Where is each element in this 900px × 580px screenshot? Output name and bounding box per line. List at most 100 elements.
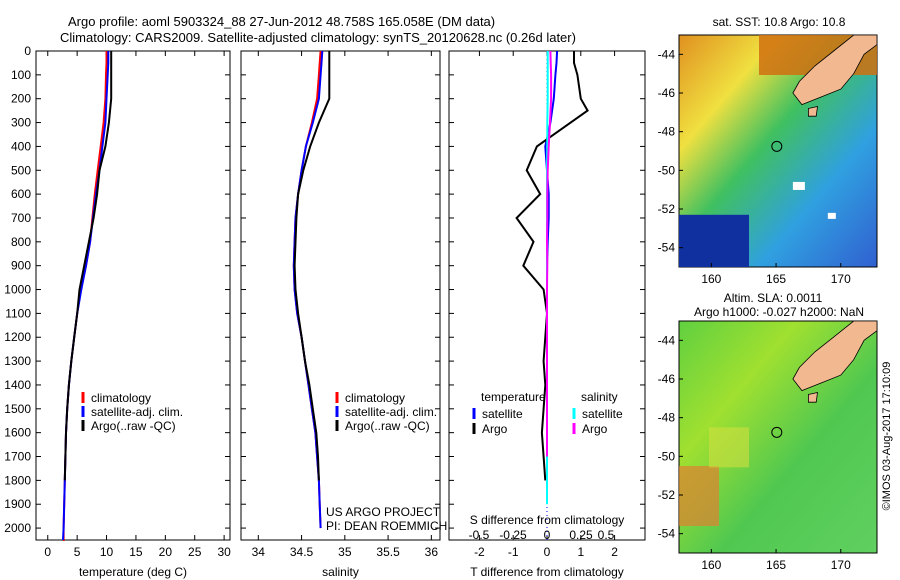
y-tick-label: 200 — [11, 92, 31, 106]
diff-axis-labels: S difference from climatology-0.5 -0.25 0 0… — [469, 513, 625, 559]
x-tick-label: 15 — [129, 545, 143, 559]
map-sst-title: sat. SST: 10.8 Argo: 10.8 — [713, 15, 846, 29]
y-tick-label: -54 — [658, 241, 676, 255]
legend-label: climatology — [345, 391, 405, 405]
x-tick-label: 170 — [831, 272, 851, 286]
legend-label: satellite — [582, 407, 623, 421]
legend-label: climatology — [91, 391, 151, 405]
series-line-3 — [293, 51, 331, 481]
argo-position-marker — [771, 140, 783, 152]
x-tick-label: 35.5 — [376, 545, 400, 559]
x-tick-label: 25 — [188, 545, 202, 559]
y-tick-label: -54 — [658, 527, 676, 541]
y-tick-label: 1300 — [4, 354, 31, 368]
y-tick-label: -50 — [658, 163, 676, 177]
land-south-island — [792, 34, 878, 106]
x-tick-label-2: 0 — [544, 528, 551, 542]
y-tick-label: 2000 — [4, 521, 31, 535]
x-tick-label: 30 — [217, 545, 231, 559]
x-tick-label-2: -0.5 — [469, 528, 490, 542]
y-tick-label: -44 — [658, 333, 676, 347]
legend-heading-temperature: temperature — [481, 390, 546, 404]
legend-label: Argo(..raw -QC) — [91, 419, 176, 433]
y-tick-label: 1800 — [4, 473, 31, 487]
map-sst: 160 165 170 -44 -46 -48 -50 -52 -54 — [658, 34, 878, 286]
y-tick-label: -46 — [658, 372, 676, 386]
y-tick-label: 700 — [11, 211, 31, 225]
sla-patch — [709, 427, 749, 468]
x-tick-label: 10 — [100, 545, 114, 559]
series-line-2 — [515, 51, 589, 481]
missing-data-patch — [792, 181, 805, 190]
legend-diff: temperature salinitysatelliteArgosatellit… — [472, 390, 623, 436]
x-tick-label: 35 — [338, 545, 352, 559]
y-tick-label: -44 — [658, 47, 676, 61]
legend-label: satellite-adj. clim. — [345, 405, 437, 419]
y-tick-label: -52 — [658, 202, 676, 216]
x-tick-label: 165 — [766, 272, 786, 286]
x-tick-label: 2 — [611, 545, 618, 559]
series-line-4 — [545, 50, 553, 457]
y-tick-label: 1000 — [4, 283, 31, 297]
y-tick-label: 1700 — [4, 450, 31, 464]
x-tick-label: -1 — [508, 545, 519, 559]
x-tick-label: 160 — [701, 558, 721, 572]
legend-label: Argo — [482, 422, 508, 436]
map-sla-title-1: Altim. SLA: 0.0011 — [724, 291, 823, 305]
x-axis-label: temperature (deg C) — [79, 565, 187, 579]
y-tick-label: 800 — [11, 235, 31, 249]
profile-panel-3: T difference from climatology — [448, 50, 646, 579]
credit-line1: US ARGO PROJECT — [326, 505, 441, 519]
x-axis-label-2: S difference from climatology — [470, 513, 625, 527]
y-tick-label: 100 — [11, 68, 31, 82]
y-tick-label: 600 — [11, 187, 31, 201]
figure-title-line1: Argo profile: aoml 5903324_88 27-Jun-201… — [68, 14, 496, 29]
y-tick-label: -48 — [658, 411, 676, 425]
y-tick-label: 0 — [24, 44, 31, 58]
map-sla-title-2: Argo h1000: -0.027 h2000: NaN — [694, 305, 864, 319]
y-tick-label: 1100 — [5, 306, 31, 320]
x-tick-label: 34.5 — [290, 545, 314, 559]
legend-label: Argo — [582, 422, 608, 436]
credit-line2: PI: DEAN ROEMMICH — [326, 519, 447, 533]
y-tick-label: -50 — [658, 449, 676, 463]
x-axis-label: salinity — [322, 565, 359, 579]
y-tick-label: 300 — [11, 116, 31, 130]
figure-title-line2: Climatology: CARS2009. Satellite-adjuste… — [60, 30, 576, 45]
legend-label: satellite-adj. clim. — [91, 405, 183, 419]
y-tick-label: -48 — [658, 125, 676, 139]
x-tick-label: 20 — [159, 545, 173, 559]
x-tick-label: 5 — [74, 545, 81, 559]
y-tick-label: -46 — [658, 86, 676, 100]
y-tick-label: 1600 — [4, 426, 31, 440]
land-south-island — [792, 320, 878, 392]
cold-water-patch — [679, 214, 749, 267]
plot-frame — [240, 50, 441, 541]
x-tick-label-2: 0.5 — [598, 528, 615, 542]
land-stewart-island — [808, 105, 818, 117]
map-sla: 160 165 170 -44 -46 -48 -50 -52 -54 — [658, 320, 878, 572]
x-tick-label: 0 — [44, 545, 51, 559]
x-tick-label: 1 — [577, 545, 584, 559]
high-sla-patch — [679, 466, 719, 526]
series-line-3 — [63, 51, 113, 481]
y-tick-label: 900 — [11, 259, 31, 273]
x-tick-label: 34 — [252, 545, 266, 559]
x-tick-label-2: 0.25 — [569, 528, 593, 542]
x-axis-label: T difference from climatology — [470, 565, 624, 579]
x-tick-label: 165 — [766, 558, 786, 572]
land-stewart-island — [808, 391, 818, 403]
legend-label: satellite — [482, 407, 523, 421]
x-tick-label: 160 — [701, 272, 721, 286]
profile-panel-1: 0 5 10 15 20 25 300100200300400500600700800900… — [4, 44, 231, 579]
x-tick-label-2: -0.25 — [499, 528, 527, 542]
profile-panel-2: 34 34.5 35 35.5 36 salinity — [240, 50, 441, 579]
y-tick-label: 1500 — [4, 402, 31, 416]
legend-heading-salinity: salinity — [581, 390, 618, 404]
x-tick-label: -2 — [474, 545, 485, 559]
plot-frame — [35, 50, 231, 541]
y-tick-label: -52 — [658, 488, 676, 502]
x-tick-label: 0 — [544, 545, 551, 559]
